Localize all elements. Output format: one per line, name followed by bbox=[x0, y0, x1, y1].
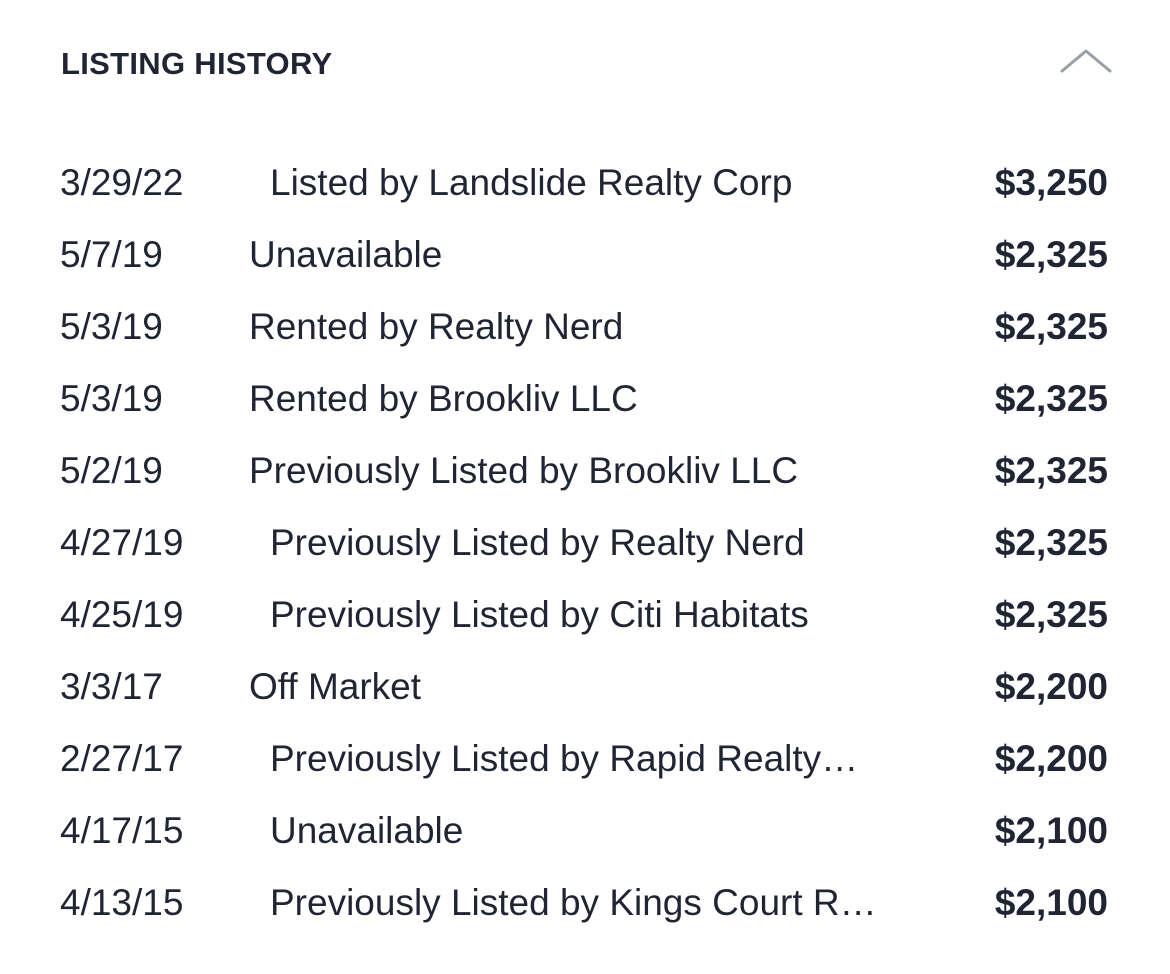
row-price: $2,325 bbox=[994, 234, 1108, 275]
row-price: $2,200 bbox=[994, 666, 1108, 707]
history-row: 5/3/19 Rented by Realty Nerd $2,325 bbox=[0, 294, 1170, 366]
row-event: Rented by Brookliv LLC bbox=[249, 378, 638, 419]
history-row: 3/3/17 Off Market $2,200 bbox=[0, 654, 1170, 726]
history-row: 4/27/19 Previously Listed by Realty Nerd… bbox=[0, 510, 1170, 582]
section-title: LISTING HISTORY bbox=[61, 46, 333, 81]
history-row: 5/3/19 Rented by Brookliv LLC $2,325 bbox=[0, 366, 1170, 438]
chevron-up-icon[interactable] bbox=[1058, 44, 1114, 78]
row-date: 5/3/19 bbox=[60, 306, 163, 347]
row-price: $2,100 bbox=[994, 882, 1108, 923]
row-price: $2,325 bbox=[994, 378, 1108, 419]
row-event: Rented by Realty Nerd bbox=[249, 306, 624, 347]
row-price: $2,325 bbox=[994, 450, 1108, 491]
row-date: 3/3/17 bbox=[60, 666, 163, 707]
row-date: 4/13/15 bbox=[60, 882, 184, 923]
row-date: 4/17/15 bbox=[60, 810, 184, 851]
row-price: $2,325 bbox=[994, 522, 1108, 563]
row-date: 5/7/19 bbox=[60, 234, 163, 275]
row-price: $3,250 bbox=[994, 162, 1108, 203]
row-date: 3/29/22 bbox=[60, 162, 184, 203]
row-event: Previously Listed by Rapid Realty… bbox=[270, 738, 859, 779]
row-event: Previously Listed by Realty Nerd bbox=[270, 522, 805, 563]
history-row: 5/7/19 Unavailable $2,325 bbox=[0, 222, 1170, 294]
row-event: Unavailable bbox=[270, 810, 464, 851]
row-price: $2,325 bbox=[994, 306, 1108, 347]
row-event: Off Market bbox=[249, 666, 422, 707]
row-date: 2/27/17 bbox=[60, 738, 184, 779]
row-event: Listed by Landslide Realty Corp bbox=[270, 162, 793, 203]
history-row: 5/2/19 Previously Listed by Brookliv LLC… bbox=[0, 438, 1170, 510]
row-price: $2,200 bbox=[994, 738, 1108, 779]
row-event: Previously Listed by Citi Habitats bbox=[270, 594, 809, 635]
row-event: Previously Listed by Kings Court R… bbox=[270, 882, 877, 923]
row-price: $2,325 bbox=[994, 594, 1108, 635]
history-row: 4/25/19 Previously Listed by Citi Habita… bbox=[0, 582, 1170, 654]
row-event: Unavailable bbox=[249, 234, 443, 275]
history-row: 4/17/15 Unavailable $2,100 bbox=[0, 798, 1170, 870]
listing-history-header[interactable]: LISTING HISTORY bbox=[0, 0, 1170, 130]
history-row: 3/29/22 Listed by Landslide Realty Corp … bbox=[0, 150, 1170, 222]
row-date: 5/3/19 bbox=[60, 378, 163, 419]
row-price: $2,100 bbox=[994, 810, 1108, 851]
row-date: 5/2/19 bbox=[60, 450, 163, 491]
row-date: 4/25/19 bbox=[60, 594, 184, 635]
history-row: 2/27/17 Previously Listed by Rapid Realt… bbox=[0, 726, 1170, 798]
row-date: 4/27/19 bbox=[60, 522, 184, 563]
row-event: Previously Listed by Brookliv LLC bbox=[249, 450, 799, 491]
history-row: 4/13/15 Previously Listed by Kings Court… bbox=[0, 870, 1170, 942]
